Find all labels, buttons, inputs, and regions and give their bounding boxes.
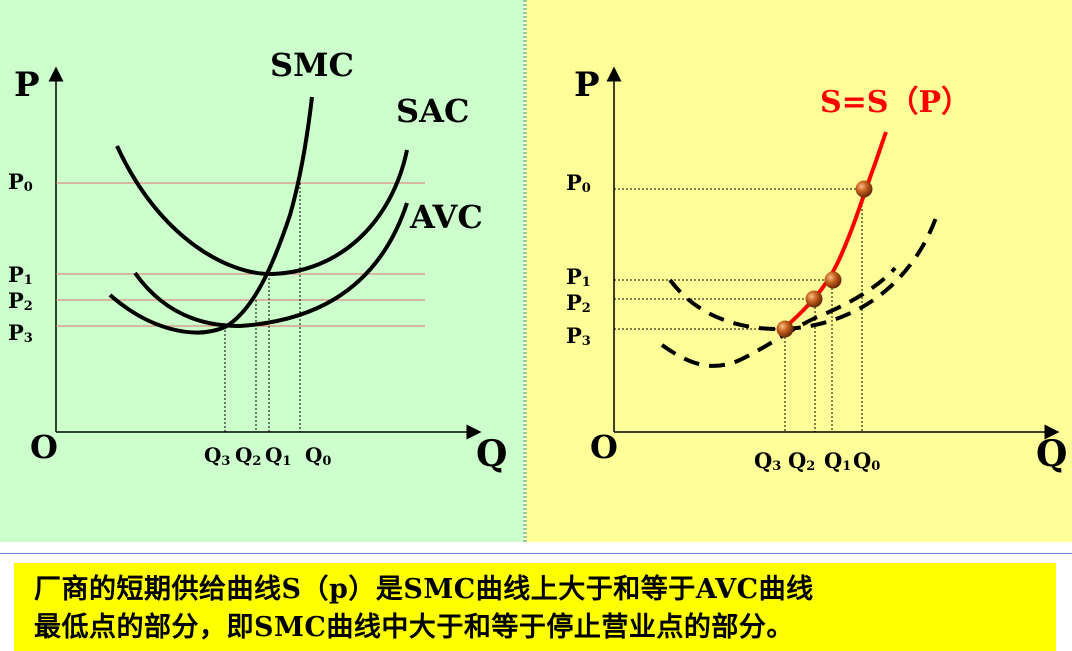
caption-line-1: 厂商的短期供给曲线S（p）是SMC曲线上大于和等于AVC曲线 [34,574,814,605]
right-p0-label: P0 [566,170,591,196]
left-q1-label: Q1 [265,443,291,469]
supply-point-q2 [805,290,823,308]
right-q2-label: Q2 [788,448,815,474]
left-y-axis-label: P [14,65,40,105]
right-origin-label: O [590,428,618,466]
left-p3-label: P3 [8,320,33,346]
left-avc-label: AVC [409,198,483,236]
panel-divider [523,0,527,542]
left-p1-label: P1 [8,262,33,288]
left-p2-label: P2 [8,288,33,314]
right-avc-curve [660,266,897,368]
right-q1-label: Q1 [824,448,851,474]
right-p2-label: P2 [566,290,591,316]
caption-box: 厂商的短期供给曲线S（p）是SMC曲线上大于和等于AVC曲线 最低点的部分，即S… [14,563,1056,651]
left-panel [0,0,524,542]
right-y-axis-label: P [574,65,600,105]
left-origin-label: O [30,428,58,466]
supply-label: S=S（P） [820,85,971,120]
right-q3-label: Q3 [754,448,781,474]
left-sac-curve [115,145,409,277]
right-x-axis-label: Q [1036,433,1067,475]
right-panel [526,0,1072,542]
caption-line-2: 最低点的部分，即SMC曲线中大于和等于停止营业点的部分。 [34,612,794,643]
left-q2-label: Q2 [235,443,261,469]
cost-curves-diagram: P Q O SMC SAC AVC P0 P1 P2 P3 Q3 Q2 Q1 Q… [8,46,1067,475]
supply-point-q0 [855,180,873,198]
left-smc-curve [108,96,314,335]
left-avc-curve [133,202,409,329]
right-p1-label: P1 [566,264,591,290]
supply-point-q3 [776,320,794,338]
left-q0-label: Q0 [305,443,331,469]
separator-line [0,553,1072,554]
left-p0-label: P0 [8,169,33,195]
left-x-axis-label: Q [476,433,507,475]
left-chart: P Q O SMC SAC AVC P0 P1 P2 P3 Q3 Q2 Q1 Q… [8,46,507,475]
left-smc-label: SMC [270,46,354,84]
right-q0-label: Q0 [853,448,880,474]
right-chart: P Q O S=S（P） P0 P1 P2 P3 Q3 Q2 Q1 Q0 [566,65,1067,475]
left-q3-label: Q3 [204,443,230,469]
left-sac-label: SAC [396,92,469,130]
right-p3-label: P3 [566,323,591,349]
supply-point-q1 [824,271,842,289]
